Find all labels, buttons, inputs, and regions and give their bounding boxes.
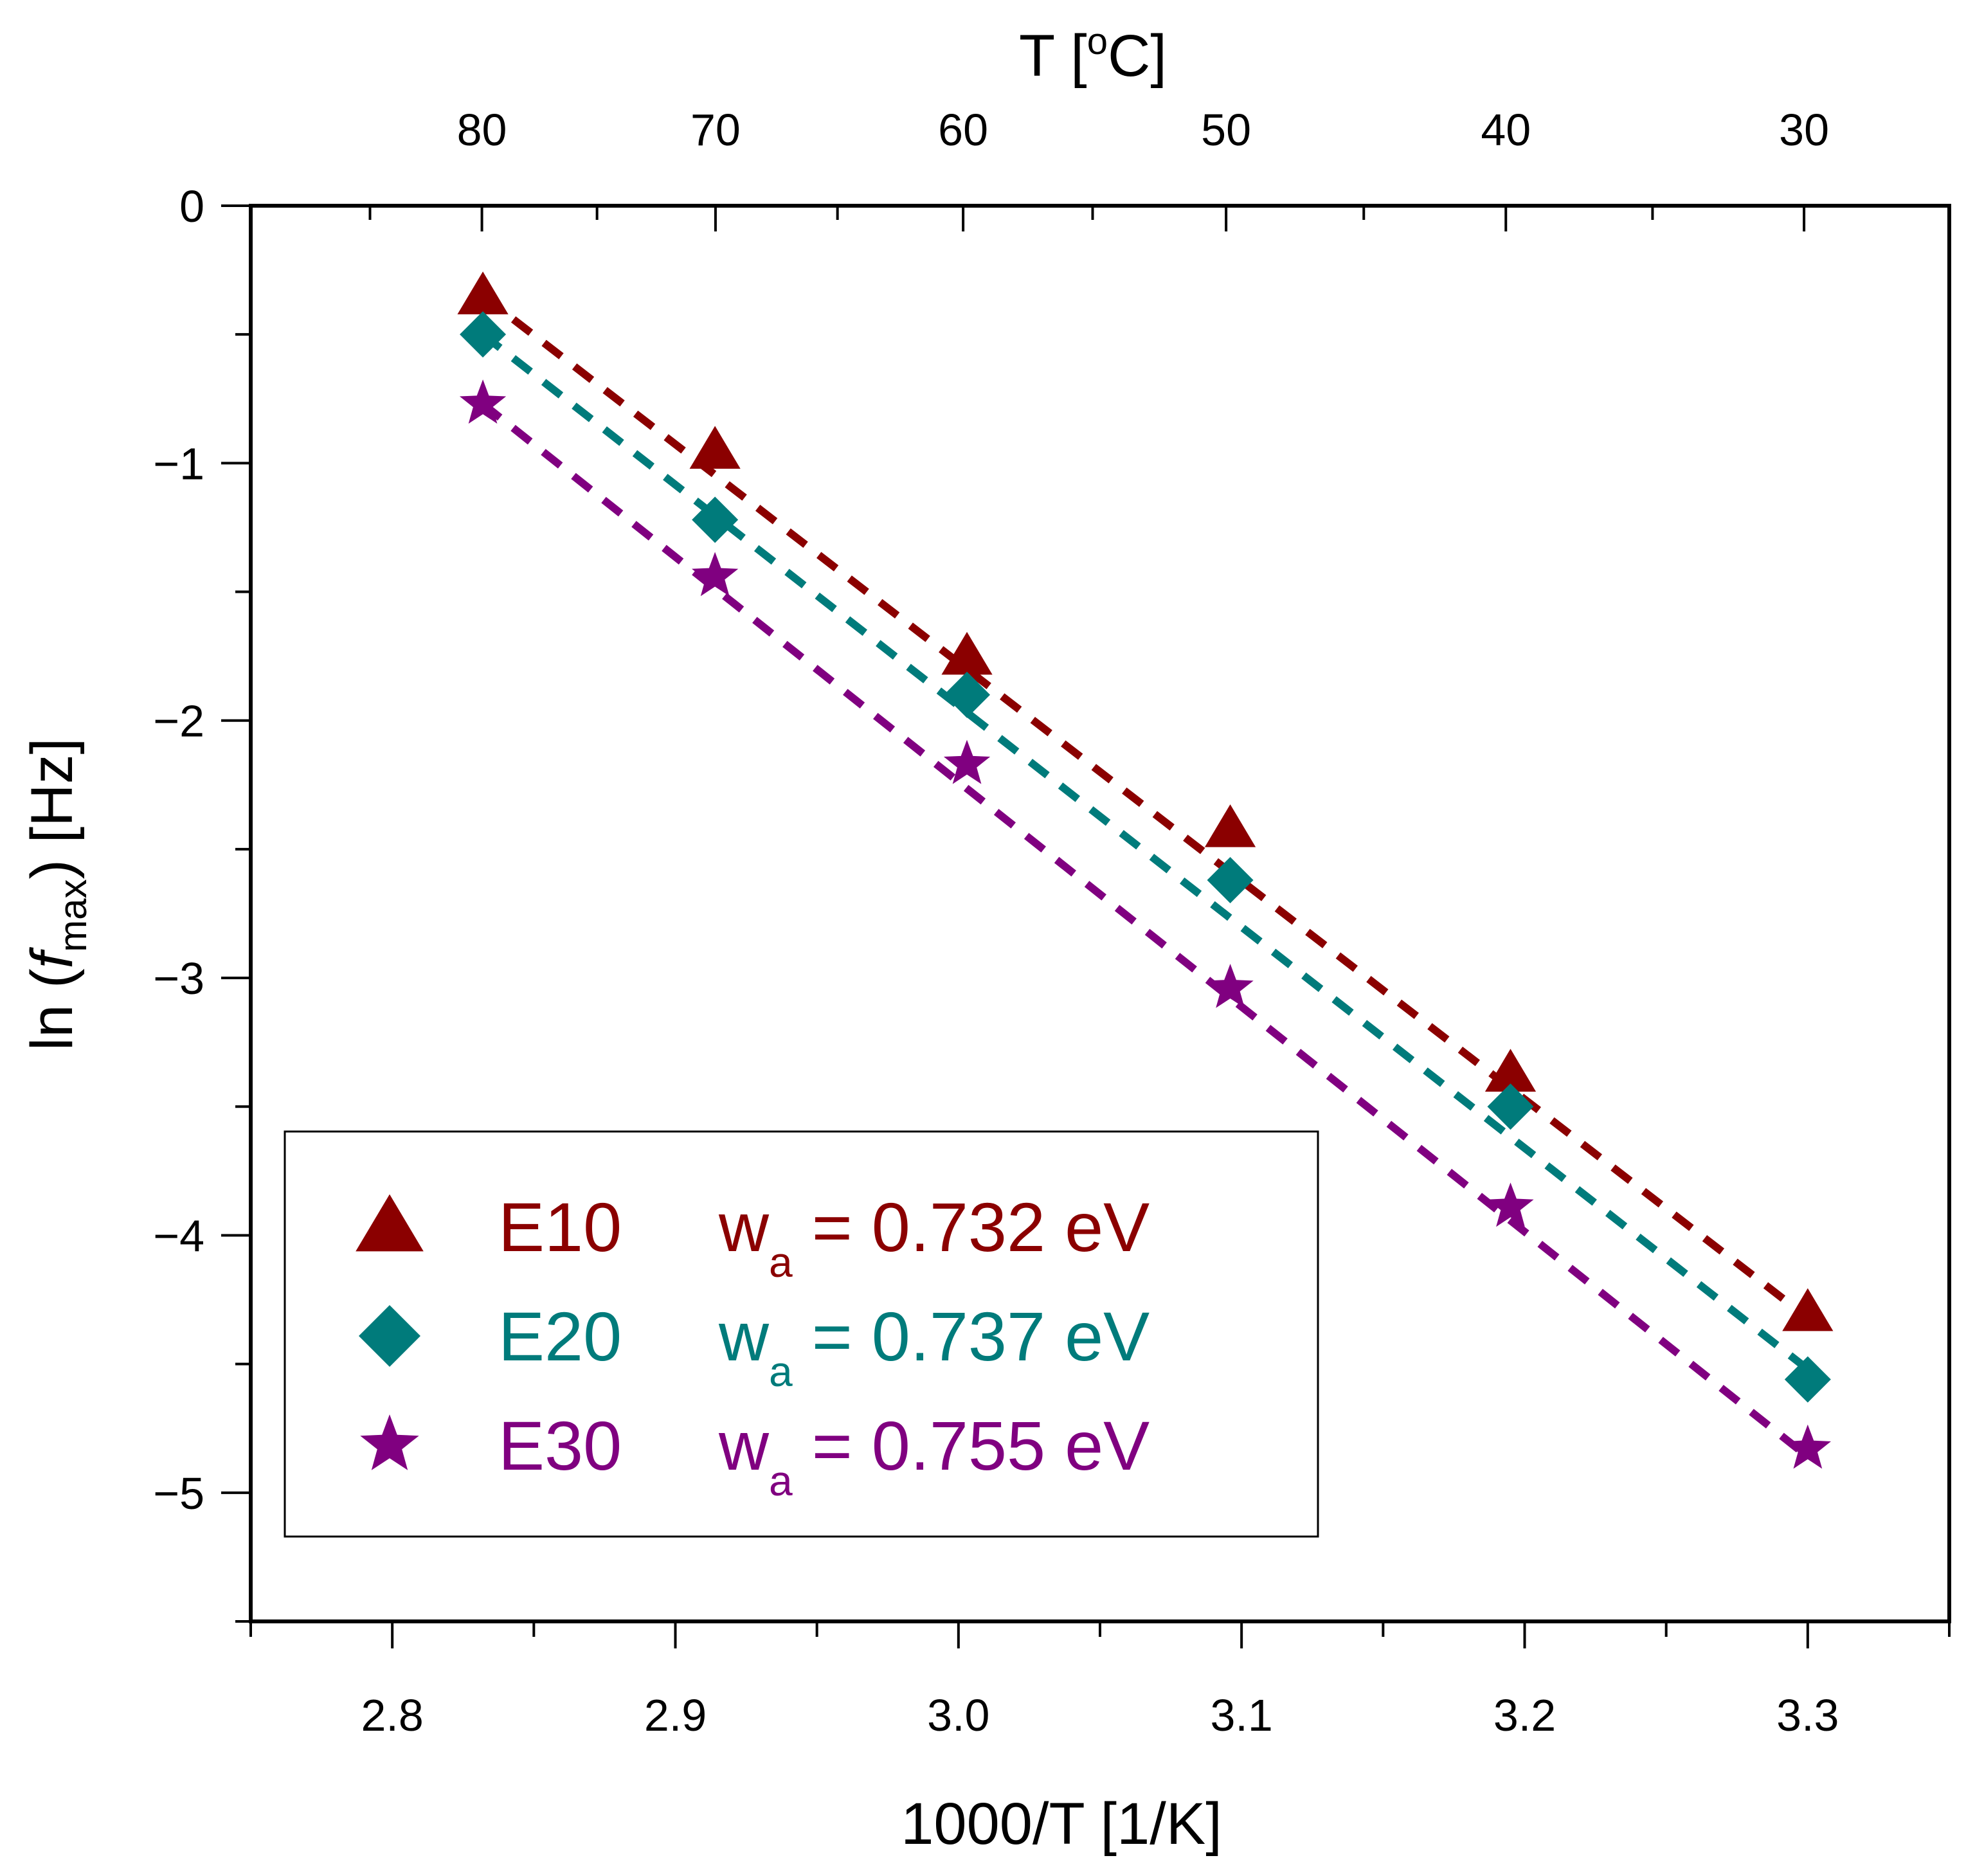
y-tick-label: −3	[153, 953, 204, 1004]
legend-eq-symbol: w	[718, 1188, 770, 1266]
legend-eq-symbol: w	[718, 1407, 770, 1484]
top-tick-label: 80	[457, 105, 507, 155]
y-axis-title: ln (fmax) [Hz]	[19, 738, 95, 1051]
point-e10	[1204, 804, 1256, 847]
data-points	[457, 271, 1834, 1469]
top-axis-title-sup: o	[1087, 21, 1108, 62]
point-e30	[1207, 964, 1254, 1008]
x-tick-label: 3.3	[1776, 1690, 1839, 1740]
point-e30	[943, 739, 991, 784]
top-tick-label: 40	[1481, 105, 1531, 155]
legend-box	[284, 1130, 1319, 1538]
legend-equation-e30: wa = 0.755 eV	[718, 1407, 1150, 1504]
point-e20	[460, 311, 507, 358]
top-axis-title-prefix: T [	[1019, 23, 1087, 89]
legend-eq-sub: a	[769, 1348, 793, 1395]
legend-marker-e30	[360, 1414, 419, 1470]
point-e10	[1484, 1049, 1537, 1092]
point-e20	[692, 496, 739, 543]
y-tick-label: −4	[153, 1211, 204, 1261]
legend-marker-e20	[359, 1305, 420, 1367]
y-tick-label: −1	[153, 438, 204, 489]
axis-ticks	[221, 204, 1951, 1648]
point-e10	[941, 631, 993, 675]
top-tick-label: 70	[690, 105, 741, 155]
x-tick-label: 3.0	[927, 1690, 989, 1740]
legend-eq-sub: a	[769, 1238, 793, 1286]
point-e10	[457, 271, 509, 314]
legend-label-e10: E10	[498, 1188, 622, 1266]
point-e20	[944, 671, 991, 718]
top-axis-title-suffix: C]	[1108, 23, 1167, 89]
fit-line-e30	[480, 401, 1810, 1460]
point-e20	[1487, 1083, 1534, 1130]
y-tick-label: 0	[179, 181, 204, 231]
legend-eq-value: = 0.732 eV	[793, 1188, 1150, 1266]
point-e20	[1784, 1356, 1831, 1403]
y-tick-label: −5	[153, 1468, 204, 1519]
legend-eq-sub: a	[769, 1457, 793, 1504]
x-tick-label: 3.1	[1211, 1690, 1273, 1740]
fit-line-e20	[480, 331, 1810, 1373]
legend-eq-value: = 0.737 eV	[793, 1297, 1150, 1375]
top-tick-label: 60	[938, 105, 988, 155]
point-e30	[692, 552, 739, 597]
y-axis-title-suffix: ) [Hz]	[19, 738, 85, 879]
top-axis-title: T [oC]	[1019, 21, 1167, 89]
legend-equation-e20: wa = 0.737 eV	[718, 1297, 1150, 1395]
legend-eq-value: = 0.755 eV	[793, 1407, 1150, 1484]
y-axis-title-sub: max	[51, 879, 95, 952]
point-e10	[689, 426, 741, 469]
x-axis-title: 1000/T [1/K]	[901, 1791, 1222, 1857]
tick-labels: 2.8 2.9 3.0 3.1 3.2 3.3 0 −1 −2 −3 −4 −5 80 70 60 50 40 3…	[153, 105, 1839, 1740]
legend-label-e20: E20	[498, 1297, 622, 1375]
legend-equation-e10: wa = 0.732 eV	[718, 1188, 1150, 1286]
legend-label-e30: E30	[498, 1407, 622, 1484]
point-e30	[459, 379, 507, 424]
x-tick-label: 2.9	[644, 1690, 707, 1740]
top-tick-label: 50	[1201, 105, 1251, 155]
legend-eq-symbol: w	[718, 1297, 770, 1375]
legend-marker-e10	[356, 1194, 424, 1252]
y-axis-title-prefix: ln (	[19, 968, 85, 1051]
point-e30	[1487, 1182, 1534, 1227]
x-tick-label: 3.2	[1493, 1690, 1556, 1740]
point-e20	[1207, 856, 1254, 903]
top-tick-label: 30	[1779, 105, 1829, 155]
point-e30	[1784, 1424, 1831, 1469]
point-e10	[1782, 1288, 1834, 1331]
x-tick-label: 2.8	[361, 1690, 424, 1740]
y-tick-label: −2	[153, 696, 204, 746]
